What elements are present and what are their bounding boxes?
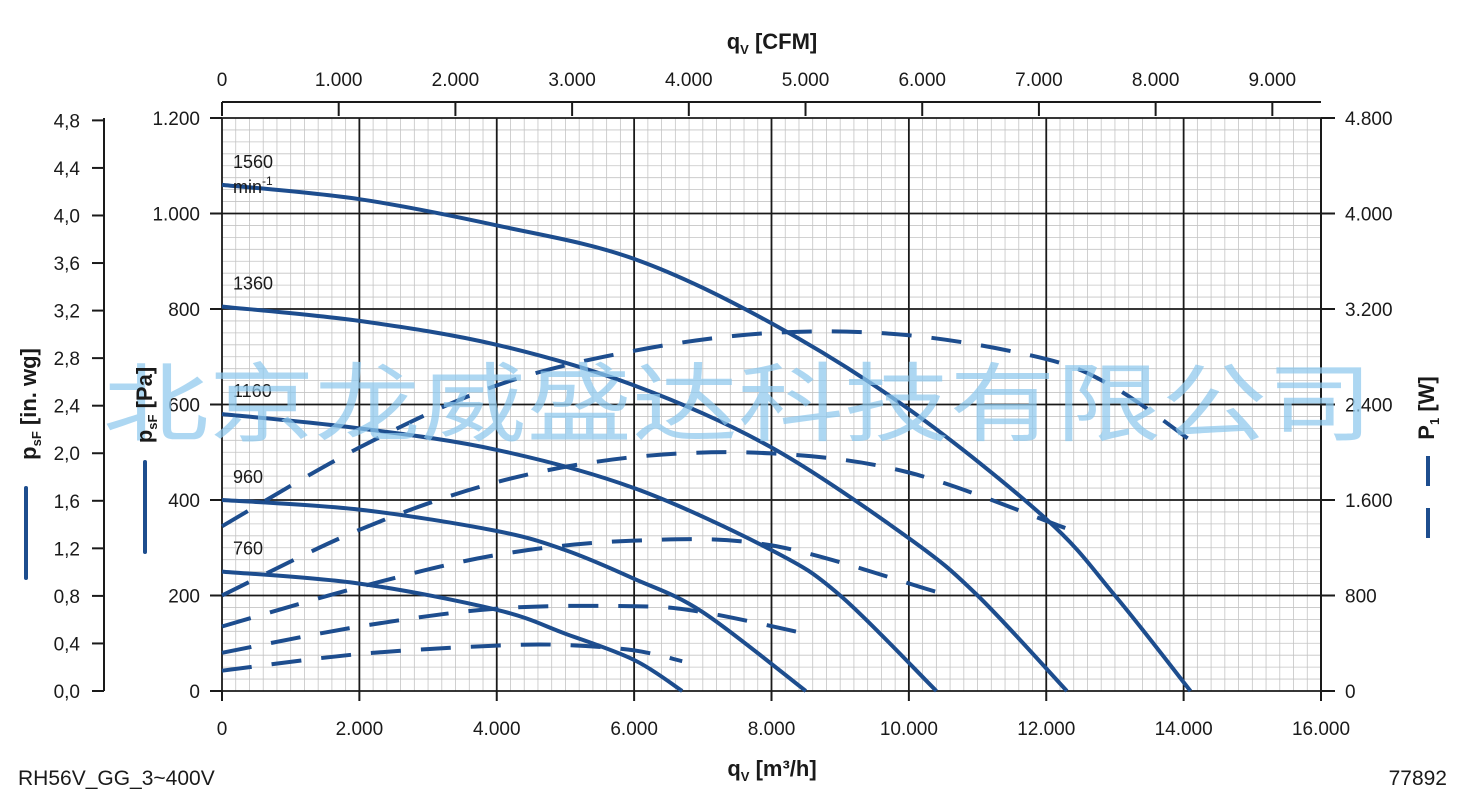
- left-inner-axis-title: psF [Pa]: [132, 367, 160, 443]
- top-axis-tick-label: 6.000: [898, 70, 946, 91]
- chart-axes: 0 1.000 2.000 3.000 4.000 5.000 6.000 7.000 8.00…: [54, 70, 1393, 740]
- outer-left-axis-tick-label: 1,6: [54, 492, 80, 513]
- outer-left-axis-tick-label: 4,8: [54, 111, 80, 132]
- right-axis-tick-label: 4.000: [1345, 205, 1393, 226]
- pressure-curve-960: [221, 498, 808, 693]
- outer-left-axis-tick-label: 2,0: [54, 444, 80, 465]
- bottom-axis-tick-label: 0: [217, 719, 228, 740]
- speed-unit-exponent: -1: [262, 174, 273, 188]
- watermark-text: 北京龙威盛达科技有限公司: [103, 355, 1373, 455]
- bottom-axis-tick-label: 4.000: [473, 719, 521, 740]
- outer-left-axis-tick-label: 3,6: [54, 254, 80, 275]
- right-axis-tick-label: 1.600: [1345, 491, 1393, 512]
- bottom-axis-title: qV [m³/h]: [727, 756, 816, 784]
- top-axis-tick-label: 7.000: [1015, 70, 1063, 91]
- speed-label-1560: 1560: [233, 152, 273, 172]
- power-curve-1560: [221, 329, 1192, 529]
- right-axis-tick-label: 800: [1345, 587, 1377, 608]
- top-axis-tick-label: 5.000: [782, 70, 830, 91]
- outer-left-axis-tick-label: 4,4: [54, 159, 81, 180]
- power-curve-1160: [221, 537, 937, 629]
- left-outer-axis-title: psF [in. wg]: [16, 348, 44, 460]
- outer-left-axis-tick-label: 0,4: [54, 634, 81, 655]
- speed-unit-label: min-1: [233, 174, 273, 197]
- inner-left-axis-tick-label: 200: [168, 587, 200, 608]
- outer-left-axis-tick-label: 3,2: [54, 302, 80, 323]
- top-axis-tick-label: 1.000: [315, 70, 363, 91]
- inner-left-axis-tick-label: 0: [189, 682, 200, 703]
- top-axis-tick-label: 2.000: [432, 70, 480, 91]
- top-axis-tick-label: 3.000: [548, 70, 596, 91]
- pressure-curve-1160: [221, 412, 938, 693]
- speed-label-960: 960: [233, 467, 263, 487]
- inner-left-axis-tick-label: 1.000: [152, 205, 200, 226]
- power-curve-1360: [221, 450, 1068, 598]
- top-axis-tick-label: 9.000: [1249, 70, 1297, 91]
- pressure-curve-760: [221, 569, 684, 693]
- top-axis-tick-label: 4.000: [665, 70, 713, 91]
- inner-left-axis-tick-label: 400: [168, 491, 200, 512]
- chart-curves: [221, 182, 1193, 693]
- top-axis-tick-label: 8.000: [1132, 70, 1180, 91]
- bottom-axis-tick-label: 8.000: [748, 719, 796, 740]
- power-curve-960: [221, 603, 807, 655]
- right-axis-tick-label: 2.400: [1345, 396, 1393, 417]
- bottom-axis-tick-label: 2.000: [336, 719, 384, 740]
- pressure-curve-1360: [221, 304, 1069, 693]
- outer-left-axis-tick-label: 1,2: [54, 539, 80, 560]
- right-axis-title: P1 [W]: [1414, 376, 1442, 439]
- speed-label-760: 760: [233, 539, 263, 559]
- outer-left-axis-tick-label: 0,8: [54, 587, 80, 608]
- inner-left-axis-tick-label: 600: [168, 396, 200, 417]
- inner-left-axis-tick-label: 1.200: [152, 109, 200, 130]
- top-axis-title: qV [CFM]: [727, 29, 818, 57]
- right-axis-tick-label: 4.800: [1345, 109, 1393, 130]
- outer-left-axis-tick-label: 0,0: [54, 682, 80, 703]
- inner-left-axis-tick-label: 800: [168, 300, 200, 321]
- outer-left-axis-tick-label: 4,0: [54, 206, 80, 227]
- right-axis-tick-label: 3.200: [1345, 300, 1393, 321]
- outer-left-axis-tick-label: 2,8: [54, 349, 80, 370]
- bottom-axis-tick-label: 16.000: [1292, 719, 1350, 740]
- pressure-curve-1560: [221, 182, 1193, 693]
- bottom-axis-tick-label: 6.000: [610, 719, 658, 740]
- power-curve-760: [221, 642, 683, 673]
- figure-code: 77892: [1388, 767, 1447, 790]
- bottom-axis-tick-label: 12.000: [1017, 719, 1075, 740]
- chart-grid: [221, 117, 1322, 692]
- outer-left-axis-tick-label: 2,4: [54, 397, 81, 418]
- model-label: RH56V_GG_3~400V: [18, 767, 215, 790]
- bottom-axis-tick-label: 10.000: [880, 719, 938, 740]
- bottom-axis-tick-label: 14.000: [1155, 719, 1213, 740]
- top-axis-tick-label: 0: [217, 70, 228, 91]
- speed-label-1160: 1160: [233, 381, 272, 401]
- right-axis-tick-label: 0: [1345, 682, 1356, 703]
- speed-label-1360: 1360: [233, 274, 273, 294]
